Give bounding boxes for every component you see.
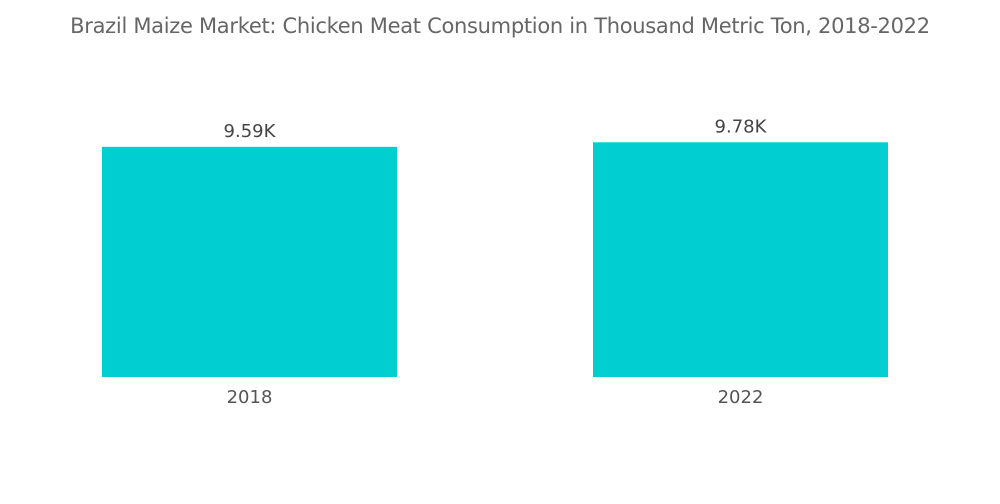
x-tick-label-2022: 2022 [718, 387, 764, 408]
bar-2022 [593, 142, 888, 377]
data-label-2022: 9.78K [715, 116, 768, 137]
labels-layer: 9.59K 2018 9.78K 2022 [224, 116, 768, 408]
chart-title: Brazil Maize Market: Chicken Meat Consum… [70, 14, 930, 38]
bar-2018 [102, 146, 397, 377]
x-tick-label-2018: 2018 [227, 387, 273, 408]
bars-layer [102, 142, 888, 377]
data-label-2018: 9.59K [224, 121, 277, 142]
